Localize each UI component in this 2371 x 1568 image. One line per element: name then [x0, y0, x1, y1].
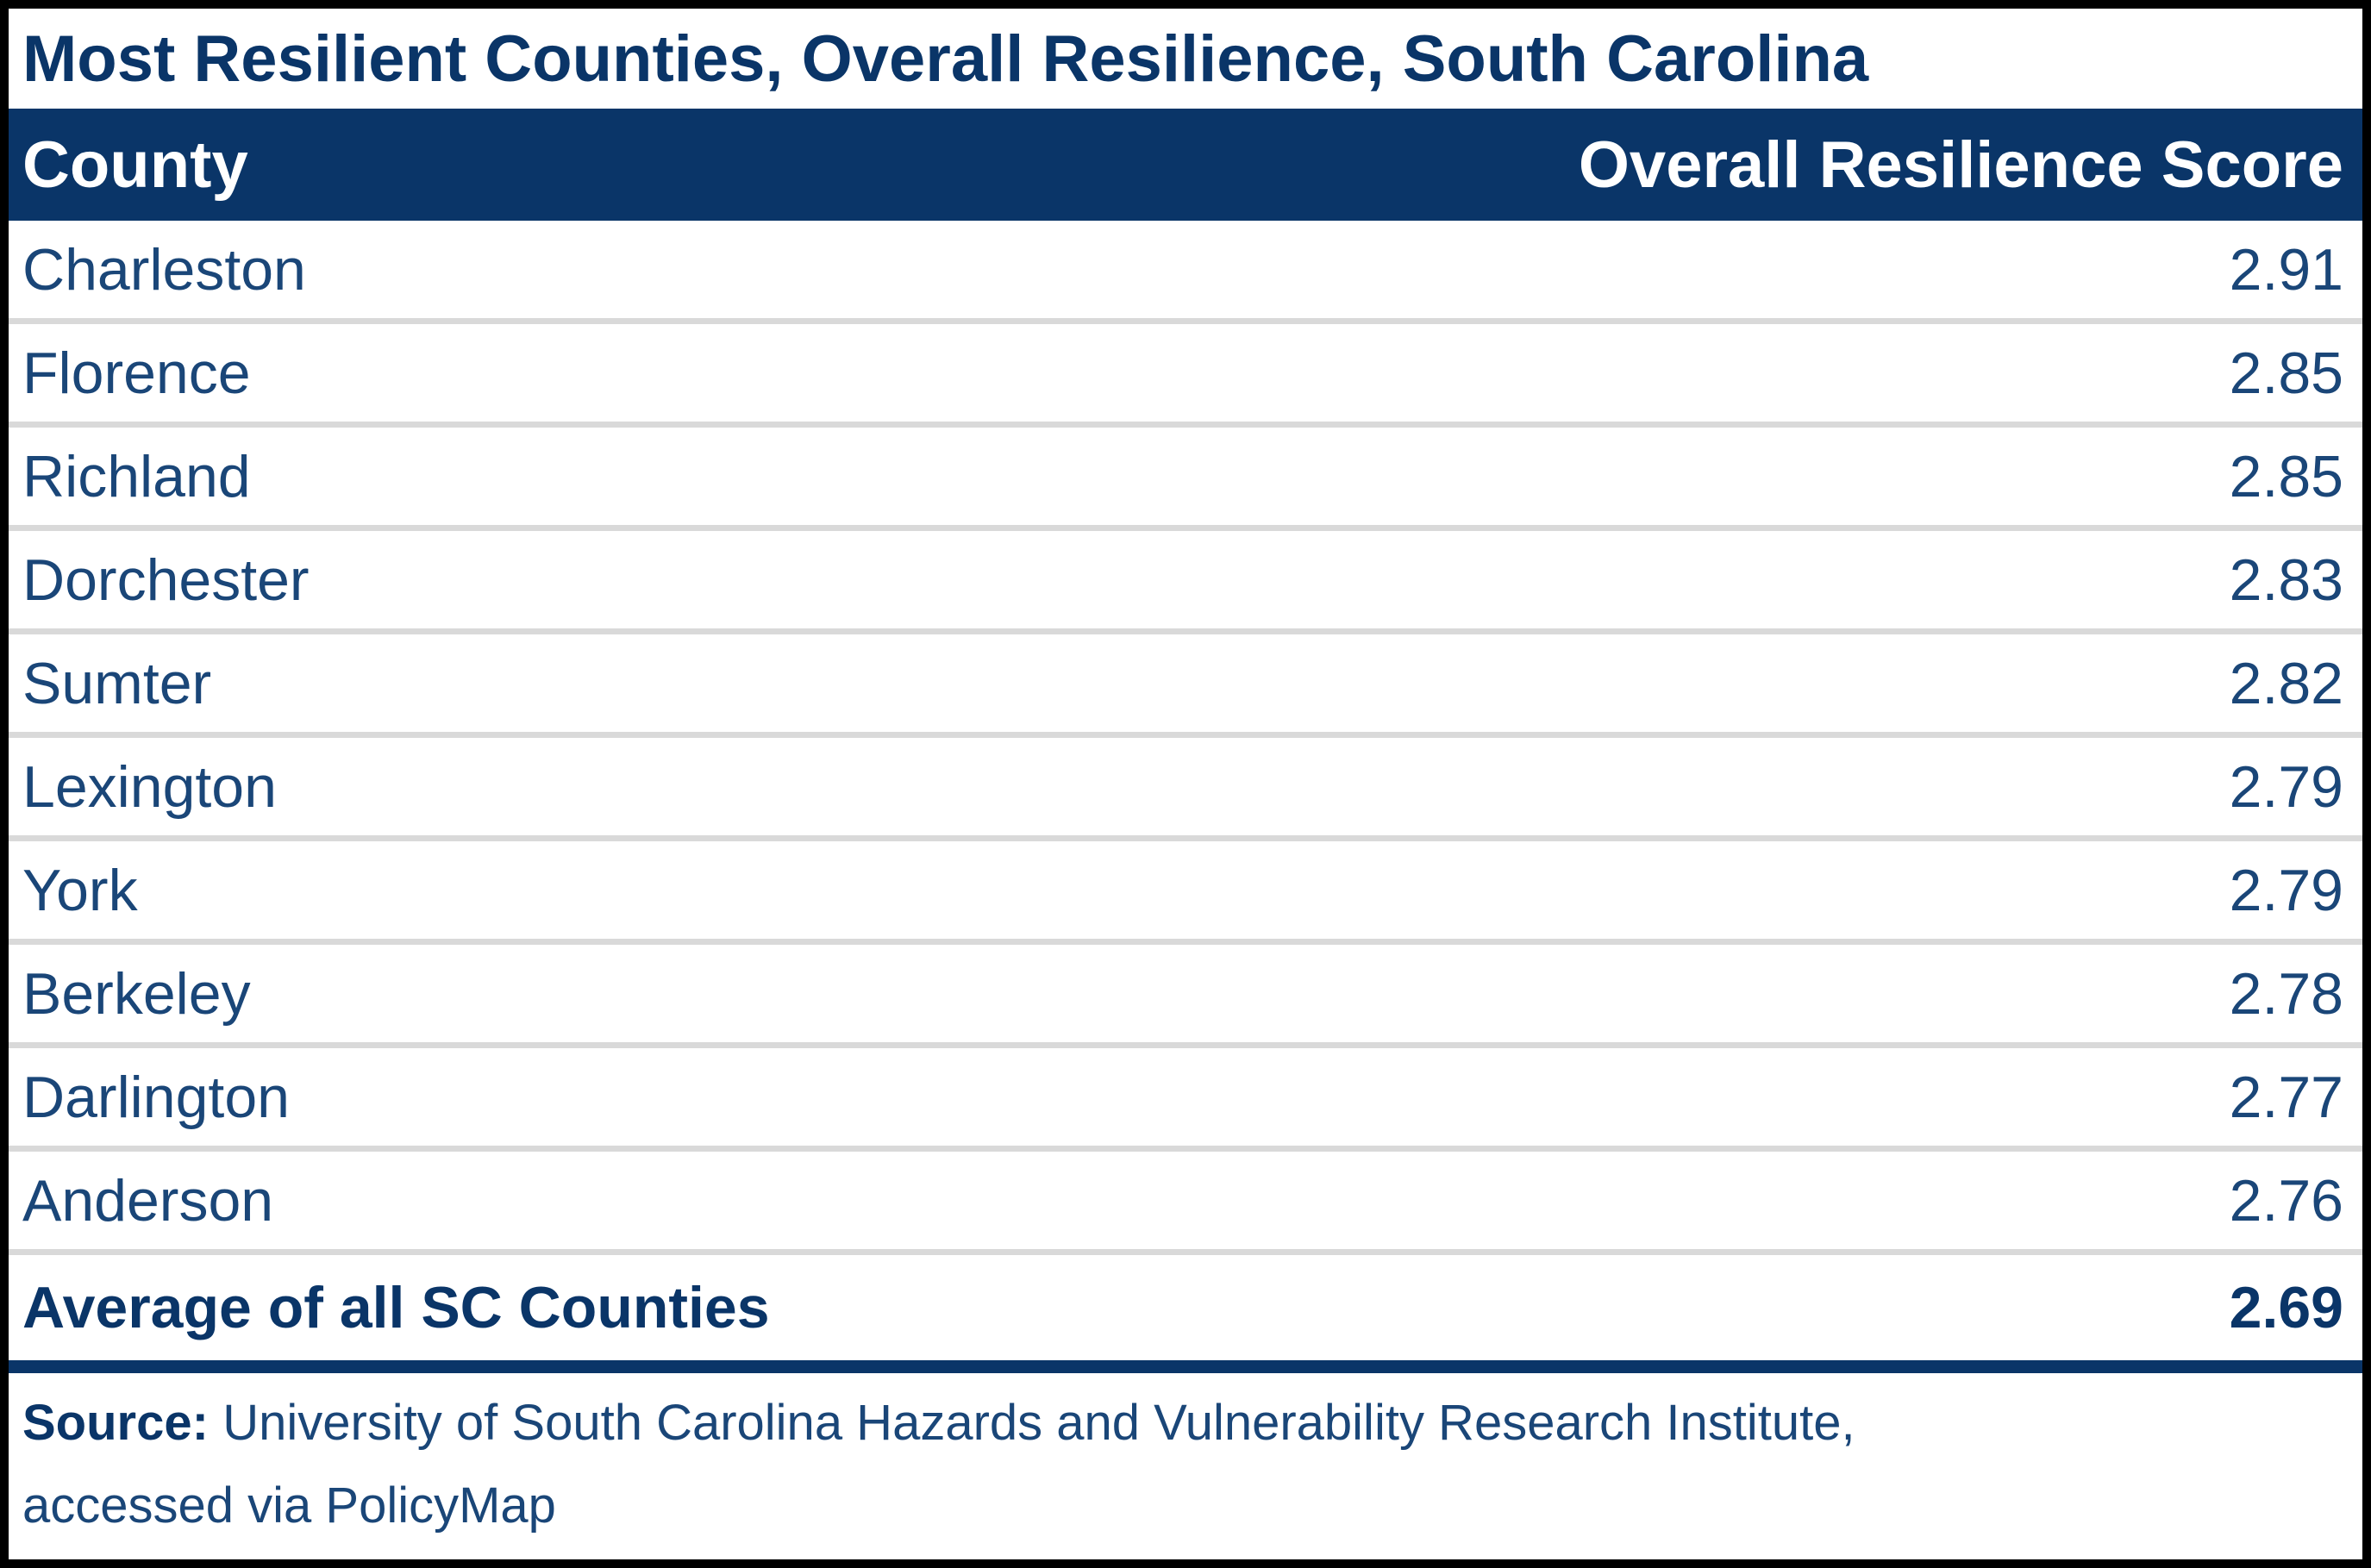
score-cell: 2.77	[2229, 1064, 2343, 1130]
summary-row: Average of all SC Counties 2.69	[9, 1255, 2362, 1360]
table-row: Berkeley 2.78	[9, 945, 2362, 1048]
score-cell: 2.79	[2229, 753, 2343, 820]
column-header-score: Overall Resilience Score	[1578, 128, 2343, 202]
source-text-line2: accessed via PolicyMap	[22, 1477, 556, 1534]
source-note: Source: University of South Carolina Haza…	[9, 1373, 2362, 1559]
county-cell: Florence	[22, 340, 251, 406]
score-cell: 2.85	[2229, 443, 2343, 509]
county-cell: Berkeley	[22, 960, 251, 1027]
table-row: Anderson 2.76	[9, 1152, 2362, 1255]
county-cell: Darlington	[22, 1064, 290, 1130]
county-cell: Anderson	[22, 1167, 274, 1234]
table-row: Florence 2.85	[9, 324, 2362, 428]
table-row: Dorchester 2.83	[9, 531, 2362, 634]
score-cell: 2.78	[2229, 960, 2343, 1027]
table-row: Darlington 2.77	[9, 1048, 2362, 1152]
score-cell: 2.91	[2229, 236, 2343, 303]
table-row: Sumter 2.82	[9, 634, 2362, 738]
score-cell: 2.76	[2229, 1167, 2343, 1234]
table-row: Lexington 2.79	[9, 738, 2362, 841]
table-row: York 2.79	[9, 841, 2362, 945]
county-cell: Dorchester	[22, 547, 310, 613]
county-cell: Charleston	[22, 236, 306, 303]
summary-score: 2.69	[2229, 1275, 2343, 1340]
county-cell: Richland	[22, 443, 251, 509]
source-text-line1: University of South Carolina Hazards and…	[222, 1395, 1855, 1451]
county-cell: York	[22, 857, 138, 923]
score-cell: 2.79	[2229, 857, 2343, 923]
source-label: Source:	[22, 1395, 209, 1451]
score-cell: 2.85	[2229, 340, 2343, 406]
column-header-county: County	[22, 128, 248, 202]
table-title: Most Resilient Counties, Overall Resilie…	[22, 22, 1869, 96]
table-row: Richland 2.85	[9, 428, 2362, 531]
table-row: Charleston 2.91	[9, 221, 2362, 324]
county-cell: Sumter	[22, 650, 212, 716]
score-cell: 2.83	[2229, 547, 2343, 613]
table-header-row: County Overall Resilience Score	[9, 109, 2362, 221]
county-cell: Lexington	[22, 753, 277, 820]
summary-label: Average of all SC Counties	[22, 1275, 770, 1340]
divider-bar	[9, 1360, 2362, 1373]
score-cell: 2.82	[2229, 650, 2343, 716]
